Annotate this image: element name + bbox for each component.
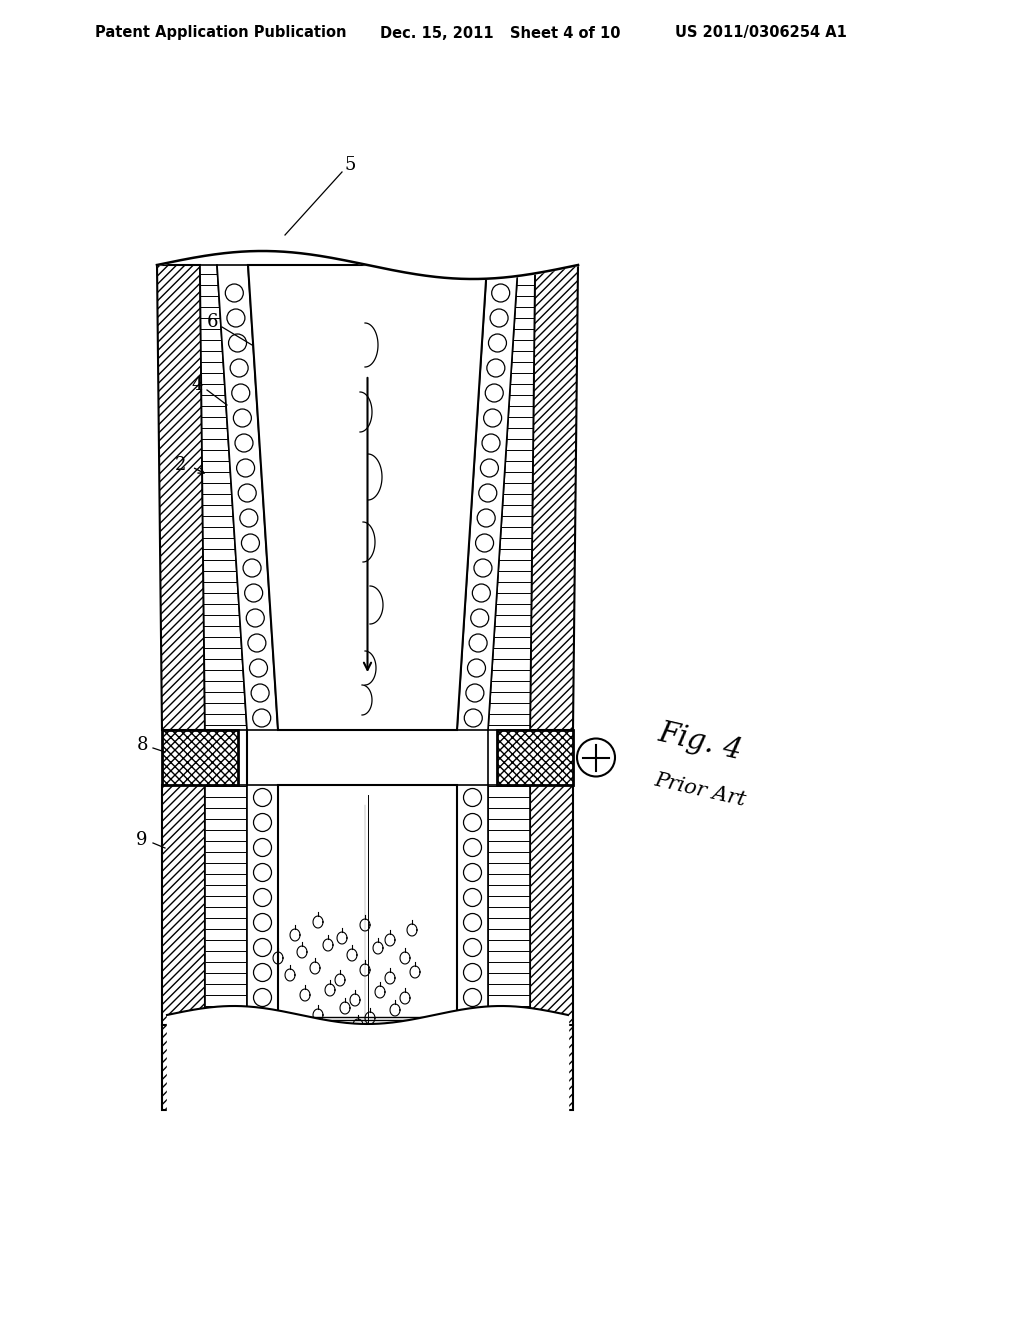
Circle shape <box>254 863 271 882</box>
Circle shape <box>375 1052 435 1111</box>
Circle shape <box>242 535 259 552</box>
Circle shape <box>234 434 253 451</box>
Circle shape <box>482 434 500 451</box>
Circle shape <box>475 535 494 552</box>
Text: Fig. 4: Fig. 4 <box>655 719 744 766</box>
Circle shape <box>230 359 248 378</box>
Text: 5: 5 <box>344 156 355 174</box>
Circle shape <box>466 684 484 702</box>
Circle shape <box>254 989 271 1006</box>
Text: 6: 6 <box>206 313 218 331</box>
Circle shape <box>243 558 261 577</box>
Polygon shape <box>162 730 238 785</box>
Circle shape <box>464 1039 481 1056</box>
Text: US 2011/0306254 A1: US 2011/0306254 A1 <box>675 25 847 41</box>
Circle shape <box>486 359 505 378</box>
Polygon shape <box>530 265 578 730</box>
Circle shape <box>464 1089 481 1106</box>
Circle shape <box>254 838 271 857</box>
Circle shape <box>577 738 615 776</box>
Circle shape <box>490 309 508 327</box>
Circle shape <box>253 709 270 727</box>
Circle shape <box>228 334 247 352</box>
Text: 2: 2 <box>174 455 185 474</box>
Polygon shape <box>157 265 205 730</box>
Circle shape <box>464 813 481 832</box>
Circle shape <box>248 634 266 652</box>
Text: Patent Application Publication: Patent Application Publication <box>95 25 346 41</box>
Circle shape <box>464 989 481 1006</box>
Circle shape <box>464 888 481 907</box>
Polygon shape <box>247 785 278 1110</box>
Circle shape <box>227 309 245 327</box>
Polygon shape <box>530 785 573 1110</box>
Text: Sheet 4 of 10: Sheet 4 of 10 <box>510 25 621 41</box>
Circle shape <box>251 684 269 702</box>
Circle shape <box>362 1082 413 1133</box>
Circle shape <box>477 510 496 527</box>
Circle shape <box>254 888 271 907</box>
Circle shape <box>247 609 264 627</box>
Circle shape <box>464 1064 481 1081</box>
Circle shape <box>480 459 499 477</box>
Polygon shape <box>278 785 457 1110</box>
Circle shape <box>469 634 487 652</box>
Polygon shape <box>217 265 278 730</box>
Circle shape <box>254 1089 271 1106</box>
Circle shape <box>245 583 263 602</box>
Circle shape <box>464 939 481 957</box>
Text: Prior Art: Prior Art <box>652 771 748 809</box>
Circle shape <box>237 459 255 477</box>
Circle shape <box>239 484 256 502</box>
Polygon shape <box>457 265 518 730</box>
Circle shape <box>225 284 244 302</box>
Circle shape <box>468 659 485 677</box>
Circle shape <box>479 484 497 502</box>
Circle shape <box>250 659 267 677</box>
Circle shape <box>240 510 258 527</box>
Circle shape <box>254 813 271 832</box>
Circle shape <box>254 964 271 982</box>
Circle shape <box>464 964 481 982</box>
Circle shape <box>254 1064 271 1081</box>
Circle shape <box>332 1039 404 1111</box>
Circle shape <box>471 609 488 627</box>
Circle shape <box>474 558 492 577</box>
Text: 9: 9 <box>136 832 147 849</box>
Circle shape <box>233 409 251 426</box>
Text: 4: 4 <box>191 376 203 393</box>
Polygon shape <box>488 265 535 730</box>
Circle shape <box>464 863 481 882</box>
Circle shape <box>254 1039 271 1056</box>
Circle shape <box>254 913 271 932</box>
Circle shape <box>488 334 507 352</box>
Polygon shape <box>162 785 205 1110</box>
Text: Dec. 15, 2011: Dec. 15, 2011 <box>380 25 494 41</box>
Circle shape <box>464 913 481 932</box>
Circle shape <box>254 788 271 807</box>
Circle shape <box>472 583 490 602</box>
Circle shape <box>464 709 482 727</box>
Circle shape <box>492 284 510 302</box>
Circle shape <box>231 384 250 403</box>
Circle shape <box>254 939 271 957</box>
Circle shape <box>464 838 481 857</box>
Polygon shape <box>205 785 247 1110</box>
Polygon shape <box>488 785 530 1110</box>
Polygon shape <box>457 785 488 1110</box>
Circle shape <box>321 1078 375 1133</box>
Circle shape <box>298 1048 362 1111</box>
Polygon shape <box>497 730 573 785</box>
Circle shape <box>343 1107 387 1152</box>
Circle shape <box>485 384 503 403</box>
Circle shape <box>254 1014 271 1031</box>
Circle shape <box>464 788 481 807</box>
Polygon shape <box>248 265 487 730</box>
Polygon shape <box>200 265 247 730</box>
Text: 8: 8 <box>136 737 147 754</box>
Circle shape <box>483 409 502 426</box>
Circle shape <box>464 1014 481 1031</box>
